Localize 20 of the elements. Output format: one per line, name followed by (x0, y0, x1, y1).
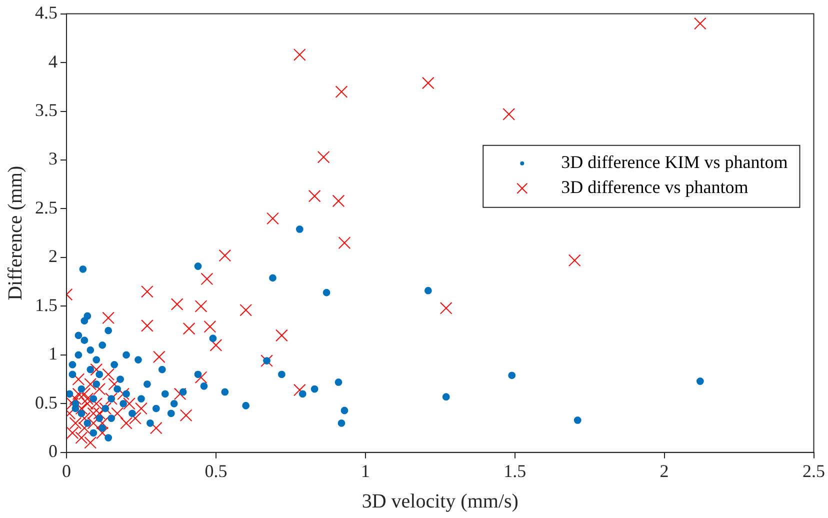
x-tick-label: 1 (360, 460, 370, 481)
x-tick-label: 2 (660, 460, 669, 481)
y-tick-label: 3 (48, 148, 58, 169)
x-tick-label: 0 (62, 460, 71, 481)
y-tick-label: 3.5 (35, 100, 58, 120)
y-axis-title: Difference (mm) (4, 166, 26, 300)
x-tick-label: 2.5 (802, 460, 825, 481)
legend-label: 3D difference KIM vs phantom (561, 152, 788, 172)
x-tick-label: 0.5 (204, 460, 228, 481)
y-tick-label: 0.5 (35, 392, 58, 412)
x-tick-label: 1.5 (504, 460, 526, 481)
y-tick-label: 4 (48, 51, 58, 72)
y-tick-label: 2.5 (35, 197, 58, 218)
x-axis-title: 3D velocity (mm/s) (362, 490, 518, 512)
y-tick-label: 4.5 (35, 2, 58, 23)
y-tick-label: 0 (48, 441, 58, 462)
y-tick-label: 1.5 (35, 294, 58, 315)
legend-label: 3D difference vs phantom (561, 177, 748, 198)
y-tick-label: 1 (48, 344, 58, 364)
y-tick-label: 2 (48, 246, 58, 266)
